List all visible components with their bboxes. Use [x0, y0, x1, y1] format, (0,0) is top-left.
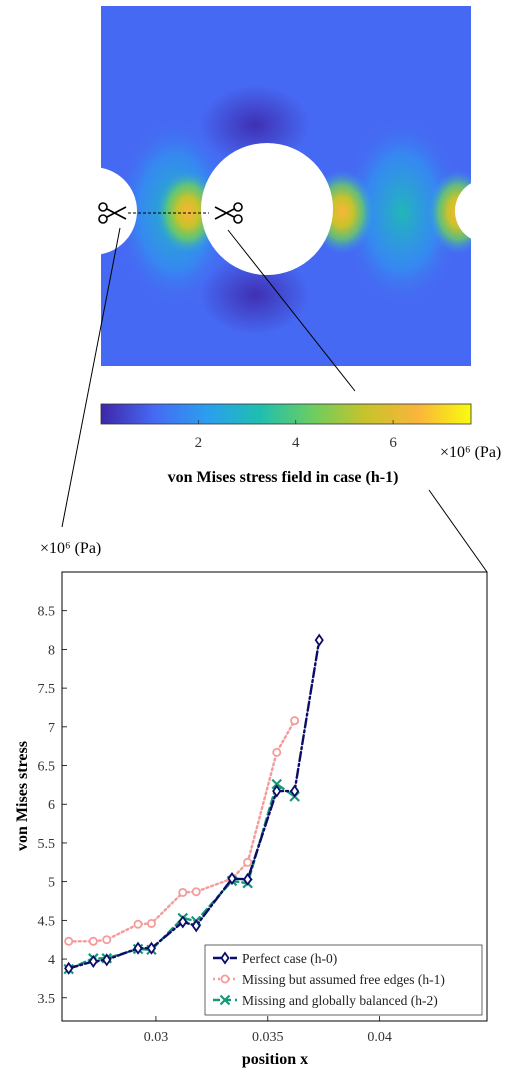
colorbar-exponent-label: ×10⁶ (Pa) [440, 444, 501, 461]
legend-label: Missing but assumed free edges (h-1) [242, 972, 445, 987]
data-point [314, 633, 324, 647]
data-point [88, 936, 98, 946]
y-tick-label: 8.5 [38, 605, 56, 620]
y-tick-label: 7 [48, 721, 55, 736]
data-point [243, 872, 253, 886]
left-half-hole [101, 167, 137, 255]
data-point [227, 871, 237, 886]
line-chart: ×10⁶ (Pa) 3.544.555.566.577.588.5 0.03 0.… [14, 540, 488, 1068]
colorbar-tick-label: 4 [292, 435, 300, 451]
data-point [133, 919, 143, 929]
data-point [133, 941, 143, 955]
legend-marker [220, 951, 230, 965]
right-half-hole [455, 183, 471, 239]
colorbar: 2 4 6 ×10⁶ (Pa) [100, 403, 501, 461]
data-point [178, 915, 188, 929]
stress-field-caption: von Mises stress field in case (h-1) [168, 469, 399, 486]
legend: Perfect case (h-0) Missing but assumed fr… [204, 944, 483, 1016]
data-point [88, 954, 98, 968]
legend-label: Missing and globally balanced (h-2) [242, 993, 438, 1008]
y-axis-ticks: 3.5 4 4.5 5 5.5 6 6.5 7 7.5 8 8.5 [38, 605, 67, 1007]
y-tick-label: 7.5 [38, 682, 56, 697]
mid-stress-band-right [342, 117, 462, 307]
y-tick-label: 3.5 [38, 992, 56, 1007]
data-point [243, 857, 253, 867]
y-tick-label: 4 [48, 953, 55, 968]
zoom-connector-right [227, 229, 356, 392]
x-axis-label: position x [242, 1051, 308, 1068]
y-tick-label: 5.5 [38, 837, 56, 852]
data-point [64, 961, 74, 975]
data-point [290, 784, 300, 798]
data-point [102, 935, 112, 945]
series-layer [63, 633, 324, 975]
y-axis-exponent-label: ×10⁶ (Pa) [40, 540, 101, 557]
colorbar-tick-label: 2 [195, 435, 203, 451]
x-tick-label: 0.04 [367, 1030, 392, 1045]
central-hole [201, 143, 333, 275]
legend-marker [220, 974, 230, 984]
data-point [64, 936, 74, 946]
x-tick-label: 0.03 [144, 1030, 169, 1045]
x-tick-label: 0.035 [252, 1030, 284, 1045]
data-point [272, 747, 282, 757]
plot-area-frame [61, 571, 488, 1022]
data-point [178, 887, 188, 897]
series-3 [63, 778, 300, 975]
data-point [191, 919, 201, 933]
y-tick-label: 8 [48, 643, 55, 658]
data-point [290, 716, 300, 726]
legend-box [204, 944, 483, 1016]
y-tick-label: 6 [48, 798, 55, 813]
data-point [146, 941, 157, 955]
data-point [191, 887, 201, 897]
stress-field-image [61, 6, 488, 573]
data-point [102, 953, 112, 967]
zoom-connector-right-lower [428, 489, 488, 573]
hot-spot-right-edge [428, 170, 471, 254]
y-tick-label: 6.5 [38, 760, 56, 775]
y-tick-label: 5 [48, 876, 55, 891]
colorbar-gradient [100, 403, 472, 425]
y-axis-label: von Mises stress [14, 741, 31, 851]
scissors-icon [214, 202, 243, 224]
series-2 [64, 716, 300, 946]
data-point [146, 918, 156, 928]
colorbar-ticks: 2 4 6 [195, 420, 397, 451]
data-point [271, 778, 283, 790]
zoom-connector-left [61, 227, 121, 528]
legend-marker [219, 994, 231, 1006]
legend-label: Perfect case (h-0) [242, 951, 337, 966]
series-line [67, 719, 296, 943]
y-tick-label: 4.5 [38, 914, 56, 929]
data-point [272, 784, 282, 798]
x-axis-ticks: 0.03 0.035 0.04 [144, 1016, 392, 1045]
colorbar-tick-label: 6 [389, 435, 397, 451]
series-1 [64, 633, 324, 975]
scissors-icon [98, 202, 127, 224]
low-stress-zone-bottom [200, 255, 310, 335]
